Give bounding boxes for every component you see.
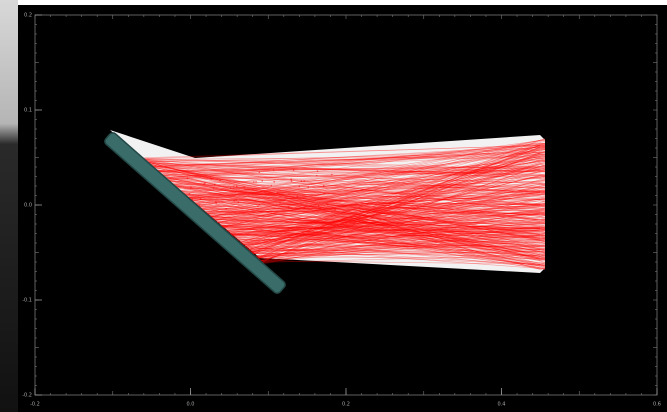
ray-hit <box>323 193 325 195</box>
ray-hit <box>288 206 290 208</box>
ray-hit <box>319 208 321 210</box>
y-tick-label: 0.1 <box>24 108 32 114</box>
ray-hit <box>233 186 235 188</box>
ray-hit <box>225 208 227 210</box>
y-tick-label: -0.2 <box>22 393 32 399</box>
ray-hit <box>219 179 221 181</box>
ray-hit <box>331 174 333 176</box>
ray-hit <box>258 203 260 205</box>
ray-hit <box>214 184 216 186</box>
ray-hit <box>273 181 275 183</box>
ray-hit <box>261 180 263 182</box>
ray-hit <box>277 192 279 194</box>
ray-hit <box>211 178 213 180</box>
y-tick-label: -0.1 <box>22 298 32 304</box>
x-tick-label: 0.6 <box>653 402 661 408</box>
ray-hit <box>213 187 215 189</box>
ray-hit <box>230 187 232 189</box>
ray-hit <box>271 185 273 187</box>
x-tick-label: 0.0 <box>187 402 195 408</box>
ray-hit <box>303 180 305 182</box>
ray-hit <box>255 181 257 183</box>
ray-hit <box>243 186 245 188</box>
ray-hit <box>298 186 300 188</box>
page: -0.20.00.20.40.6-0.2-0.10.00.10.2 (() =>… <box>0 0 667 412</box>
ray-hit <box>293 169 295 171</box>
ray-hit <box>282 194 284 196</box>
ray-hit <box>200 198 202 200</box>
ray-hit <box>233 200 235 202</box>
x-tick-label: 0.4 <box>498 402 506 408</box>
ray-hit <box>215 201 217 203</box>
ray-hit <box>304 207 306 209</box>
ray-hit <box>189 193 191 195</box>
ray-hit <box>279 193 281 195</box>
top-strip <box>18 0 667 5</box>
ray-hit <box>238 202 240 204</box>
ray-hit <box>290 178 292 180</box>
side-image <box>0 0 18 412</box>
y-tick-label: 0.0 <box>24 203 32 209</box>
ray-hit <box>257 206 259 208</box>
x-tick-label: 0.2 <box>342 402 350 408</box>
ray-hit <box>273 169 275 171</box>
y-tick-label: 0.2 <box>24 13 32 19</box>
ray-hit <box>334 209 336 211</box>
ray-hit <box>316 175 318 177</box>
ray-hit <box>323 185 325 187</box>
ray-hit <box>235 199 237 201</box>
x-tick-label: -0.2 <box>30 402 40 408</box>
ray-hit <box>301 180 303 182</box>
ray-hit <box>307 186 309 188</box>
ray-trace-plot: -0.2 0.0 0.2 0.4 0.6 -0.2 -0.1 0.0 0.1 0.2 <box>0 0 667 412</box>
ray-hit <box>253 181 255 183</box>
ray-hit <box>303 198 305 200</box>
ray-hit <box>291 180 293 182</box>
ray-hit <box>317 170 319 172</box>
ray-hit <box>326 203 328 205</box>
ray-hit <box>190 186 192 188</box>
ray-hit <box>259 171 261 173</box>
ray-hit <box>279 202 281 204</box>
ray-hit <box>204 182 206 184</box>
ray-hit <box>236 185 238 187</box>
ray-hit <box>187 178 189 180</box>
ray-hit <box>210 177 212 179</box>
ray-hit <box>297 196 299 198</box>
ray-hit <box>318 205 320 207</box>
